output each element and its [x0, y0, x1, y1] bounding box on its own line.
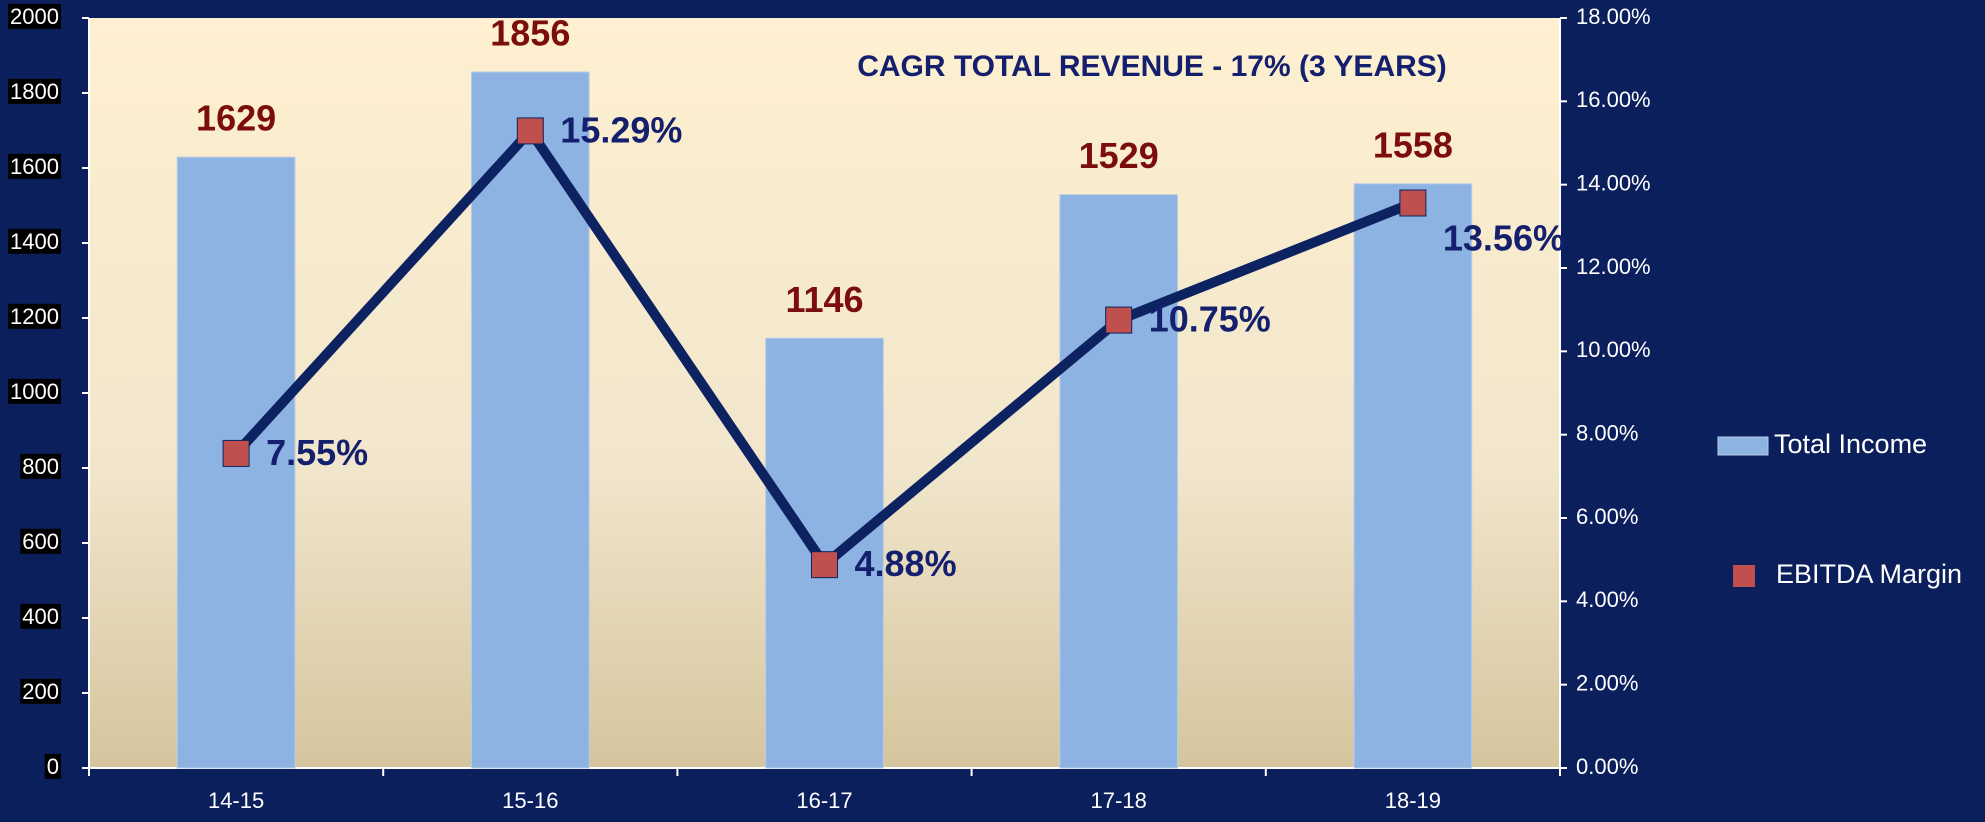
legend-label: EBITDA Margin [1776, 559, 1962, 589]
x-tick-label: 15-16 [502, 788, 558, 813]
line-value-label: 10.75% [1149, 299, 1271, 340]
y-tick-label: 1200 [10, 304, 59, 329]
x-tick-label: 17-18 [1091, 788, 1147, 813]
y-tick-label: 600 [22, 529, 59, 554]
y2-tick-label: 4.00% [1576, 587, 1638, 612]
line-marker [811, 551, 838, 579]
tick-label-bg [20, 603, 61, 629]
line-marker [222, 439, 250, 467]
tick-label-bg [8, 3, 61, 29]
bar-value-label: 1146 [785, 279, 863, 320]
y-tick-label: 2000 [10, 4, 59, 29]
y2-tick-label: 12.00% [1576, 254, 1651, 279]
y2-tick-label: 10.00% [1576, 337, 1651, 362]
bar-value-label: 1529 [1079, 135, 1159, 176]
tick-label-bg [8, 153, 61, 179]
tick-label-bg [8, 228, 61, 254]
y-tick-label: 1000 [10, 379, 59, 404]
y2-tick-label: 2.00% [1576, 670, 1638, 695]
line-marker [1105, 306, 1133, 334]
y-tick-label: 800 [22, 454, 59, 479]
line-value-label: 15.29% [560, 109, 682, 150]
legend-label: Total Income [1774, 429, 1927, 459]
y2-tick-label: 8.00% [1576, 420, 1638, 445]
y2-tick-label: 6.00% [1576, 504, 1638, 529]
bar-value-label: 1558 [1373, 124, 1453, 165]
y2-tick-label: 0.00% [1576, 754, 1638, 779]
line-value-label: 13.56% [1443, 218, 1565, 259]
y2-tick-label: 16.00% [1576, 87, 1651, 112]
y-tick-label: 200 [22, 679, 59, 704]
tick-label-bg [44, 753, 61, 779]
y-tick-label: 400 [22, 604, 59, 629]
bar-value-label: 1629 [196, 98, 276, 139]
line-marker [516, 117, 544, 145]
bar [1059, 194, 1179, 769]
y2-tick-label: 18.00% [1576, 4, 1651, 29]
y-tick-label: 1800 [10, 79, 59, 104]
chart-title: CAGR TOTAL REVENUE - 17% (3 YEARS) [857, 50, 1447, 83]
line-value-label: 4.88% [855, 543, 957, 584]
bar [1353, 183, 1473, 769]
tick-label-bg [8, 378, 61, 404]
legend-swatch [1717, 436, 1769, 456]
x-tick-label: 16-17 [796, 788, 852, 813]
line-value-label: 7.55% [266, 432, 368, 473]
y-tick-label: 1600 [10, 154, 59, 179]
bar-value-label: 1856 [490, 13, 570, 54]
legend-swatch [1733, 565, 1755, 587]
y2-tick-label: 14.00% [1576, 170, 1651, 195]
x-tick-label: 14-15 [208, 788, 264, 813]
y-tick-label: 0 [47, 754, 59, 779]
tick-label-bg [8, 303, 61, 329]
tick-label-bg [20, 678, 61, 704]
tick-label-bg [20, 453, 61, 479]
y-tick-label: 1400 [10, 229, 59, 254]
x-tick-label: 18-19 [1385, 788, 1441, 813]
tick-label-bg [20, 528, 61, 554]
line-marker [1399, 189, 1427, 217]
tick-label-bg [8, 78, 61, 104]
